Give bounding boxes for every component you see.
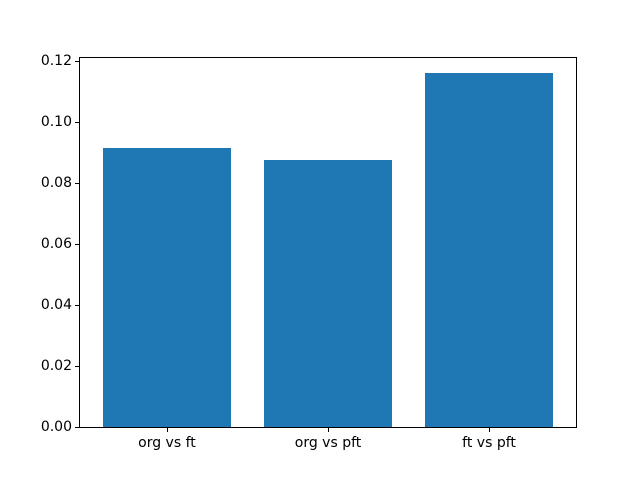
- y-tick-mark: [75, 122, 79, 124]
- x-tick-label: ft vs pft: [462, 435, 516, 451]
- y-tick-label: 0.02: [40, 358, 72, 374]
- x-tick-mark: [328, 428, 329, 432]
- plot-area: 0.00 0.02 0.04 0.06 0.08 0.10 0.12 org vs ft org…: [41, 54, 577, 450]
- y-tick-label: 0.04: [40, 297, 72, 314]
- bar-org-vs-ft: [102, 148, 232, 427]
- y-tick-label: 0.08: [40, 175, 72, 192]
- y-tick-mark: [75, 366, 79, 367]
- y-tick-mark: [75, 61, 79, 63]
- y-tick-mark: [75, 305, 79, 307]
- bar-org-vs-pft: [263, 160, 393, 427]
- x-tick-label: org vs ft: [138, 435, 196, 451]
- y-tick-label: 0.10: [40, 114, 72, 131]
- y-tick-mark: [75, 244, 79, 246]
- x-tick-label: org vs pft: [294, 435, 362, 451]
- y-tick-mark: [75, 183, 79, 185]
- x-tick-mark: [489, 428, 491, 432]
- y-tick-label: 0.12: [40, 53, 72, 70]
- bar-ft-vs-pft: [424, 72, 554, 427]
- y-tick-label: 0.00: [40, 419, 72, 435]
- y-tick-mark: [75, 427, 79, 428]
- y-tick-label: 0.06: [40, 236, 72, 253]
- x-tick-mark: [166, 428, 168, 432]
